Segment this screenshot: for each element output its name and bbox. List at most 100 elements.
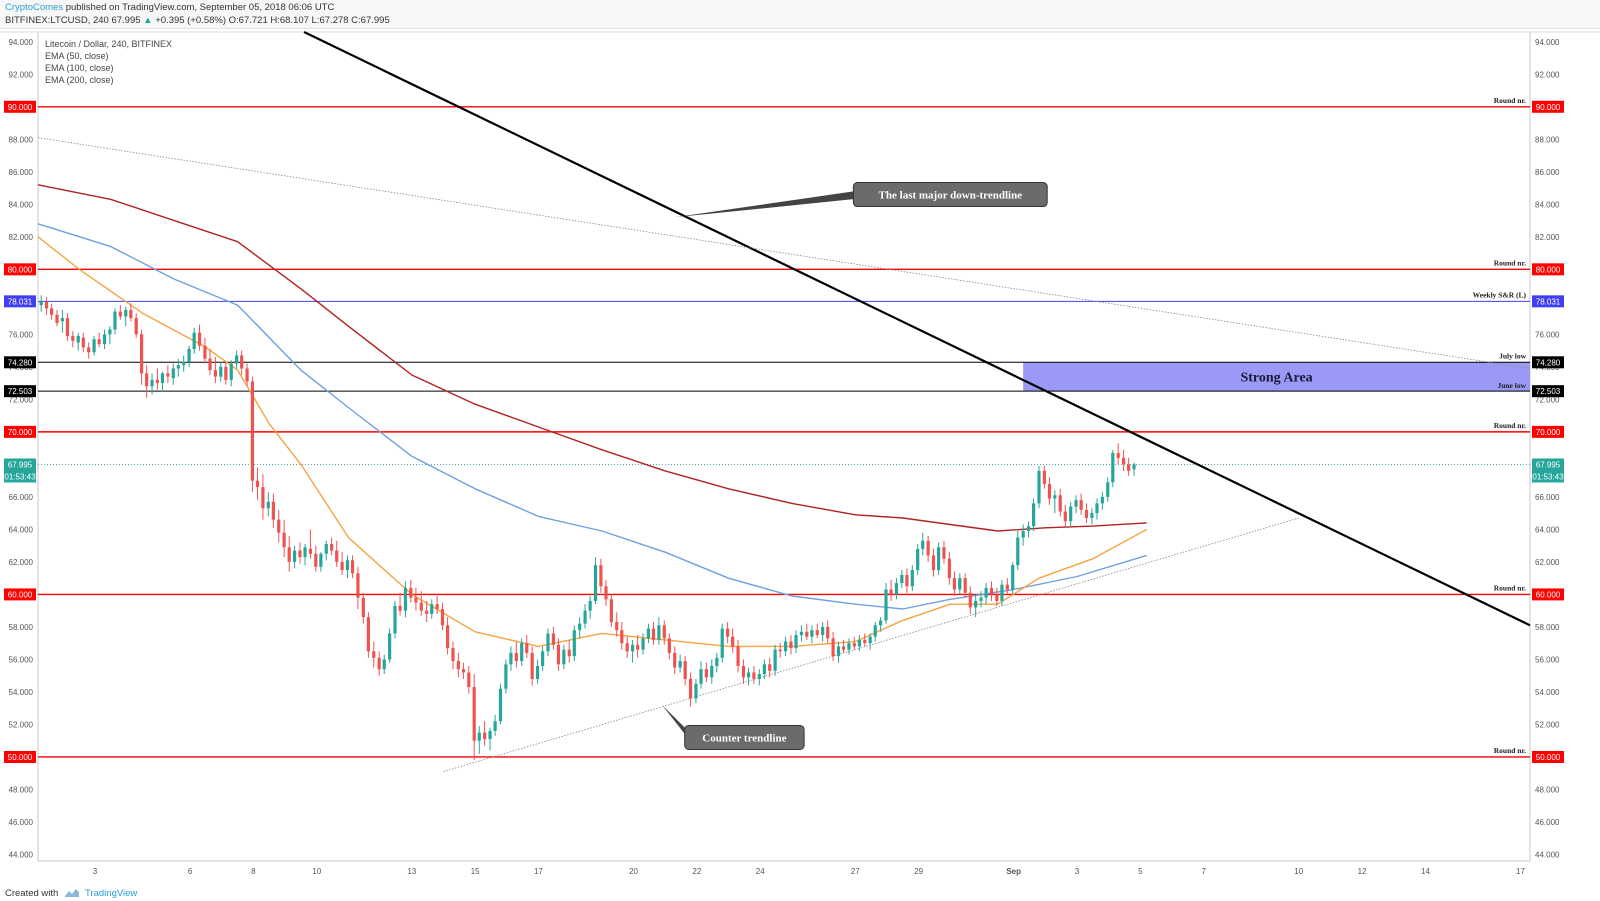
candle-body [1032,503,1036,527]
candle [683,656,687,686]
candle-body [757,674,761,679]
y-tick-label-left: 56.000 [9,655,34,664]
candle [208,348,212,375]
level-label: June low [1497,381,1526,390]
x-axis: 3 6 8 10 13 15 17 20 22 24 27 29 Sep 3 5 7 10 12 14 17 [93,867,1526,876]
candle-body [916,548,920,571]
candle-body [535,665,540,679]
candle [330,537,334,556]
candle [435,596,439,614]
callout-pointer [674,190,860,218]
price-badge-left-text: 60.000 [8,590,33,599]
candle [266,492,270,517]
strong-area-label: Strong Area [1240,371,1312,386]
candle-body [483,732,487,740]
candle [1079,493,1083,515]
price-badge-right [1532,385,1564,398]
price-badge-right [1532,750,1564,763]
last-price: 67.995 [111,15,141,26]
candle [145,365,149,398]
candle [425,600,429,623]
y-tick-label-left: 92.000 [9,70,34,79]
price-chart[interactable]: 44.000 44.000 46.000 46.000 48.000 48.000 50.0… [0,28,1600,886]
price-badge-left-text: 80.000 [8,265,33,274]
candle-body [1000,584,1004,601]
candle-body [762,664,766,675]
candle [1106,477,1110,502]
candle [636,635,640,658]
candle-body [694,683,698,699]
candle-body [609,599,613,623]
candle-body [319,553,323,567]
price-badge-left [4,295,36,308]
candle-body [314,553,318,567]
candle [1053,490,1057,514]
candle-body [683,661,687,679]
candle [942,540,946,564]
y-tick-label-left: 76.000 [9,330,34,339]
candle [203,337,207,364]
candle [1032,498,1036,532]
candle-body [894,583,899,595]
candle-body [245,368,249,382]
tradingview-brand-link[interactable]: TradingView [85,888,138,899]
candle [171,363,175,385]
candle-body [615,622,619,631]
level-label: Round nr. [1494,421,1526,430]
candle [746,667,751,686]
candle [847,638,851,655]
y-tick-label-right: 72.000 [1535,395,1560,404]
candle [472,674,476,761]
candle [440,602,445,631]
candle [567,639,571,663]
candle-body [715,657,719,666]
candle-body [1074,500,1078,507]
candle-body [102,334,107,345]
candle [984,583,988,605]
candle [1000,579,1004,606]
candle-body [1106,482,1110,497]
candle [974,594,978,618]
price-badge-left [4,100,36,113]
candle [65,313,70,341]
candle [894,578,899,600]
candle [762,659,766,679]
chart-title: Litecoin / Dollar, 240, BITFINEX [45,39,172,49]
strong-area-zone [1023,362,1530,392]
candle [414,587,418,611]
candle-body [456,661,460,670]
candle-body [1132,464,1136,470]
candle-body [235,355,239,364]
candle-body [562,649,566,665]
candle-body [335,550,339,562]
level-label: Round nr. [1494,96,1526,105]
author-link[interactable]: CryptoComes [5,2,64,13]
candle [118,305,122,320]
candle-body [287,547,291,562]
y-tick-label-right: 62.000 [1535,558,1560,567]
candle [493,714,497,736]
candle [736,639,740,673]
candle [124,306,128,327]
candle [572,625,576,662]
candle [620,622,624,650]
x-tick-label: 8 [251,867,256,876]
thin-dotted-trendline [37,137,1531,369]
candle-body [546,633,550,652]
candle-body [324,544,328,554]
candle [641,633,645,655]
candle [609,594,613,627]
x-tick-label: 10 [1294,867,1303,876]
candle [710,659,714,684]
x-tick-label: 24 [756,867,765,876]
candle-body [572,630,576,657]
candle-body [240,355,244,369]
candle-body [947,558,951,579]
candle [245,363,249,387]
y-tick-label-right: 66.000 [1535,493,1560,502]
level-label: July low [1499,351,1526,360]
y-tick-label-left: 82.000 [9,233,34,242]
candle-body [636,644,640,650]
candle [445,617,450,655]
candle-body [192,332,196,349]
